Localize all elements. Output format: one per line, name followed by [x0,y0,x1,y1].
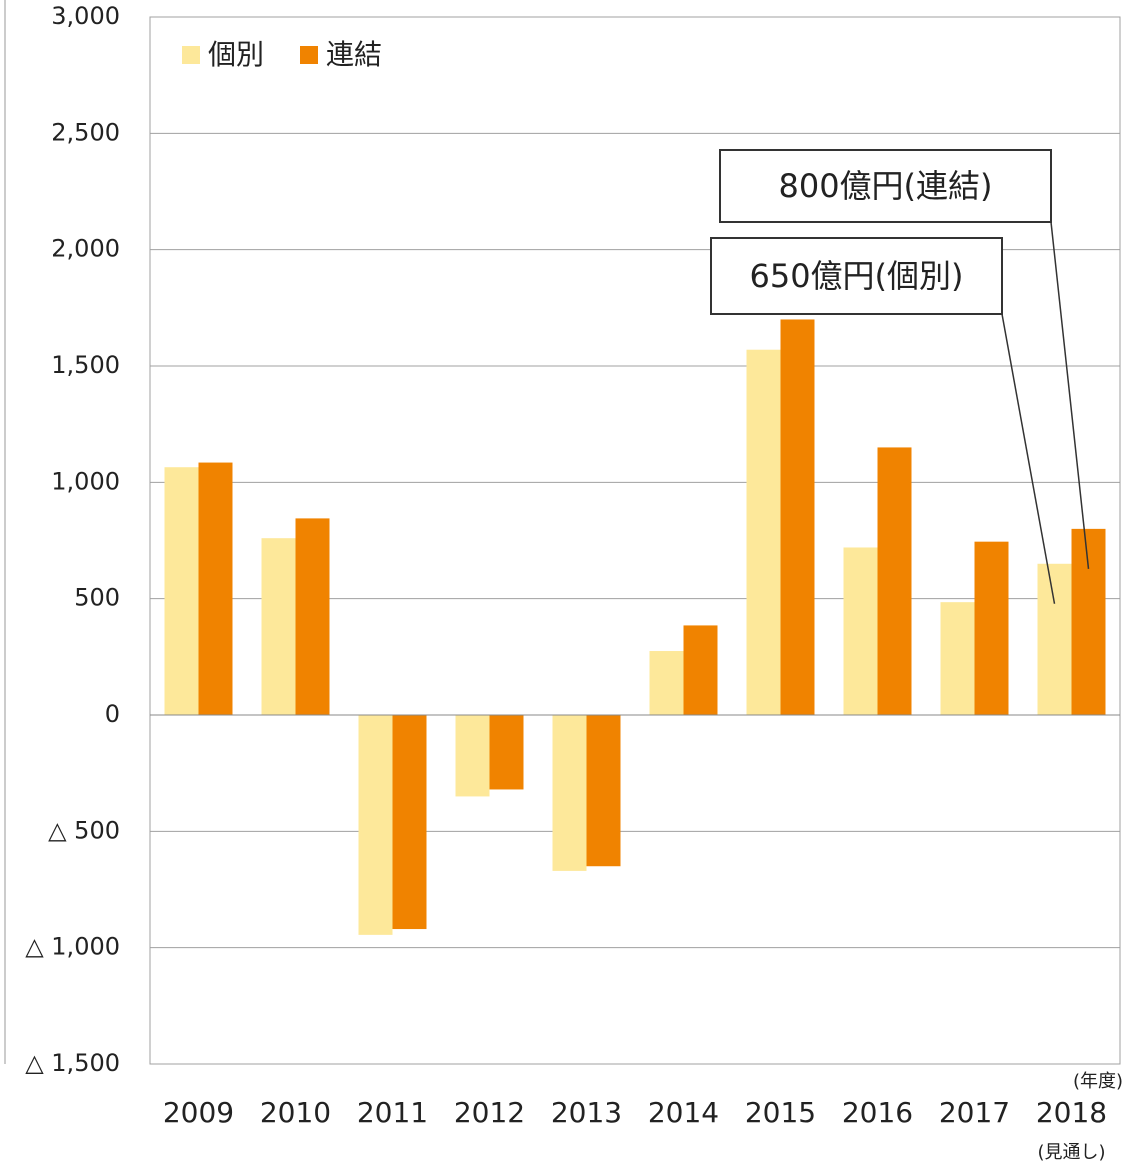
y-tick-label: △ 1,000 [25,933,120,961]
callout-text: 650億円(個別) [749,257,963,295]
bar [489,715,524,790]
x-tick-label: 2012 [454,1096,525,1129]
legend-swatch [300,46,318,64]
bar [586,715,621,867]
y-tick-label: △ 1,500 [25,1049,120,1077]
y-tick-label: △ 500 [48,816,120,844]
x-tick-label: 2014 [648,1096,719,1129]
y-tick-label: 3,000 [51,2,120,30]
y-tick-label: 1,500 [51,351,120,379]
callout-leader [1050,221,1090,569]
callout-box [719,149,1052,223]
bar [164,467,199,715]
bar [1071,528,1106,715]
bar [746,349,781,715]
x-tick-label: 2009 [163,1096,234,1129]
y-tick-label: 500 [74,584,120,612]
x-tick-label: 2016 [842,1096,913,1129]
plot-frame [149,16,1121,1065]
bar [974,541,1009,715]
callout-text: 800億円(連結) [778,167,992,205]
bar [780,319,815,715]
bar [1037,563,1072,715]
x-tick-label: 2018 [1036,1096,1107,1129]
legend-swatch [182,46,200,64]
bar [198,462,233,715]
y-tick-label: 1,000 [51,467,120,495]
bar [843,547,878,715]
bar [358,715,393,935]
bar [940,602,975,715]
y-tick-label: 2,000 [51,235,120,263]
callout-box [710,237,1003,315]
x-tick-label: 2013 [551,1096,622,1129]
bar [683,625,718,715]
y-tick-label: 0 [105,700,120,728]
bar [392,715,427,930]
callout-leader [1001,313,1056,604]
bar [649,651,684,715]
x-tick-label: 2015 [745,1096,816,1129]
x-tick-label: 2017 [939,1096,1010,1129]
bar [552,715,587,871]
y-tick-label: 2,500 [51,118,120,146]
legend-label: 個別 [208,38,264,71]
category-note: (見通し) [1037,1142,1105,1163]
bar [455,715,490,797]
x-tick-label: 2010 [260,1096,331,1129]
legend-label: 連結 [326,38,382,71]
bar [261,538,296,715]
x-tick-label: 2011 [357,1096,428,1129]
x-unit: (年度) [1073,1071,1123,1092]
bar [295,518,330,715]
bar [877,447,912,715]
